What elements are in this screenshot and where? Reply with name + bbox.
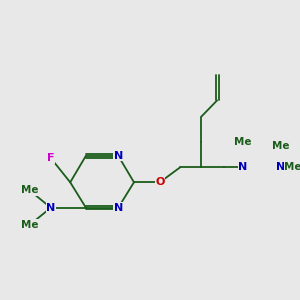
Text: Me: Me	[272, 141, 289, 151]
Text: N: N	[238, 162, 247, 172]
Text: Me: Me	[21, 220, 38, 230]
Text: Me: Me	[234, 137, 252, 147]
Text: N: N	[46, 203, 56, 213]
Text: N: N	[114, 151, 123, 161]
Text: Me: Me	[284, 162, 300, 172]
Text: N: N	[276, 162, 285, 172]
Text: Me: Me	[21, 185, 38, 195]
Text: N: N	[114, 203, 123, 213]
Text: F: F	[47, 153, 55, 163]
Text: O: O	[155, 177, 164, 187]
